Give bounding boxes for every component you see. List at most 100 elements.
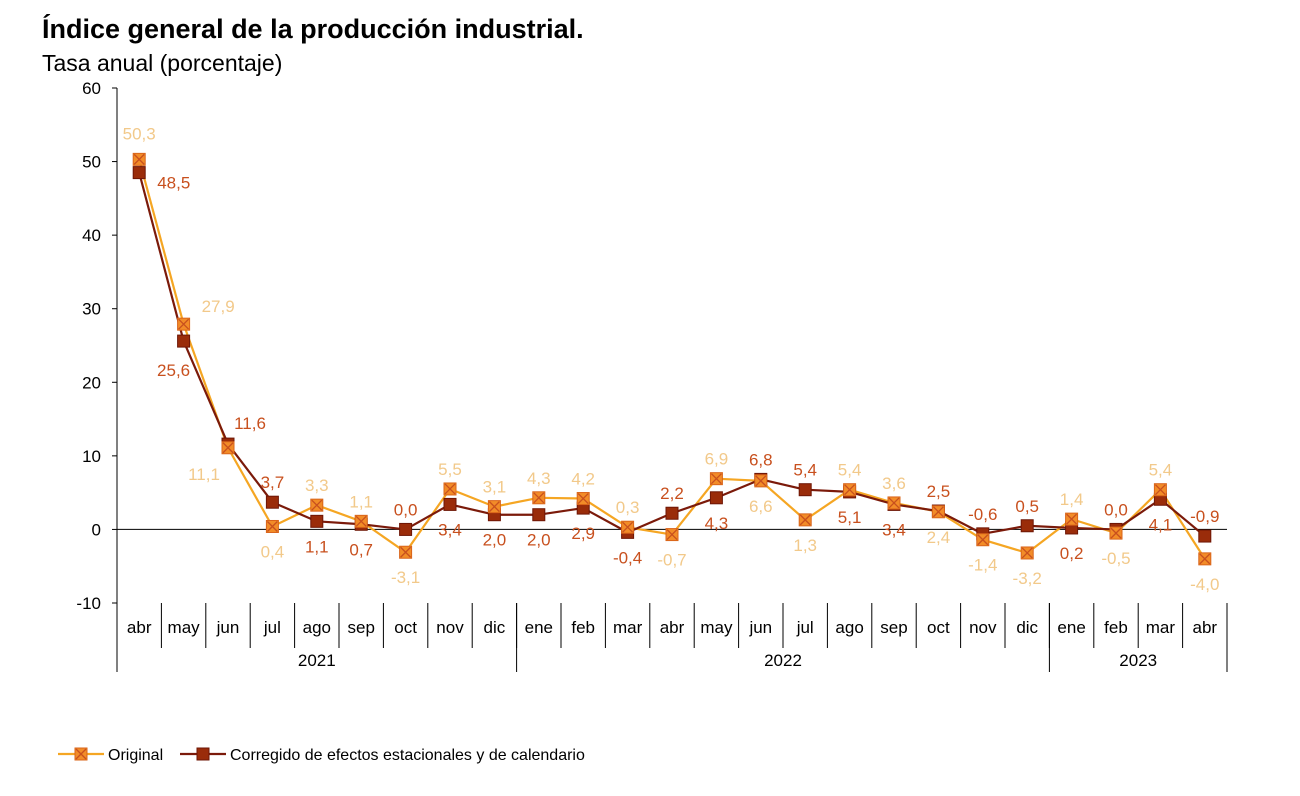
adjusted-marker [1020, 519, 1034, 533]
x-tick-label: nov [969, 618, 997, 637]
original-data-label: -1,4 [968, 556, 997, 575]
adjusted-data-label: 2,9 [571, 524, 595, 543]
original-data-label: 1,4 [1060, 490, 1084, 509]
y-tick-label: 60 [82, 79, 101, 98]
original-marker-cross [1021, 547, 1033, 559]
x-tick-label: dic [1016, 618, 1038, 637]
legend-adjusted-marker [196, 747, 210, 761]
year-label: 2022 [764, 651, 802, 670]
adjusted-data-label: 2,2 [660, 484, 684, 503]
adjusted-data-label: 0,0 [1104, 500, 1128, 519]
x-tick-label: oct [394, 618, 417, 637]
adjusted-marker [177, 334, 191, 348]
original-marker-cross [755, 475, 767, 487]
x-tick-label: may [700, 618, 733, 637]
adjusted-marker [443, 497, 457, 511]
adjusted-data-label: -0,6 [968, 505, 997, 524]
x-tick-label: dic [484, 618, 506, 637]
x-tick-label: mar [613, 618, 643, 637]
y-tick-label: 10 [82, 447, 101, 466]
x-tick-label: abr [660, 618, 685, 637]
original-marker-cross [444, 483, 456, 495]
original-data-label: 5,4 [838, 461, 862, 480]
adjusted-data-label: 1,1 [305, 537, 329, 556]
original-data-label: 4,2 [571, 470, 595, 489]
adjusted-data-label: -0,4 [613, 548, 642, 567]
original-data-label: -0,5 [1101, 549, 1130, 568]
y-tick-label: 20 [82, 373, 101, 392]
legend-adjusted-label: Corregido de efectos estacionales y de c… [230, 747, 585, 764]
y-tick-label: -10 [76, 594, 101, 613]
original-data-label: 2,4 [927, 528, 951, 547]
y-tick-label: 50 [82, 153, 101, 172]
adjusted-data-label: 4,3 [705, 514, 729, 533]
adjusted-data-label: 0,0 [394, 500, 418, 519]
year-label: 2023 [1119, 651, 1157, 670]
adjusted-data-label: 3,4 [882, 520, 906, 539]
original-marker-cross [178, 318, 190, 330]
x-tick-label: oct [927, 618, 950, 637]
original-marker-cross [666, 529, 678, 541]
adjusted-data-label: 4,1 [1149, 515, 1173, 534]
original-marker-cross [844, 484, 856, 496]
x-tick-label: may [168, 618, 201, 637]
original-data-label: -3,1 [391, 568, 420, 587]
original-data-label: 0,4 [261, 542, 285, 561]
original-marker-cross [932, 506, 944, 518]
original-data-label: 5,4 [1149, 461, 1173, 480]
adjusted-marker [798, 483, 812, 497]
data-labels-group: 50,3 27,9 11,1 0,4 3,3 1,1 -3,1 5,5 3,1 4,3 4,2 0,3… [123, 124, 1220, 593]
original-marker-cross [1154, 484, 1166, 496]
x-tick-label: feb [1104, 618, 1128, 637]
original-data-label: 3,1 [483, 478, 507, 497]
x-tick-label: nov [436, 618, 464, 637]
x-tick-label: jul [263, 618, 281, 637]
original-marker-cross [710, 473, 722, 485]
original-marker-cross [1110, 527, 1122, 539]
adjusted-marker [665, 506, 679, 520]
original-marker-cross [311, 499, 323, 511]
adjusted-data-label: 5,4 [793, 461, 817, 480]
year-label: 2021 [298, 651, 336, 670]
adjusted-marker [709, 491, 723, 505]
series-line-1 [138, 172, 1206, 537]
original-data-label: 4,3 [527, 469, 551, 488]
x-tick-label: jun [216, 618, 240, 637]
original-data-label: -0,7 [657, 551, 686, 570]
adjusted-data-label: 2,5 [927, 482, 951, 501]
x-tick-label: jul [796, 618, 814, 637]
adjusted-data-label: 3,4 [438, 520, 462, 539]
adjusted-data-label: 6,8 [749, 450, 773, 469]
x-tick-label: sep [880, 618, 907, 637]
original-marker-cross [799, 514, 811, 526]
legend-original-label: Original [108, 747, 163, 764]
adjusted-data-label: 5,1 [838, 508, 862, 527]
adjusted-marker [132, 166, 146, 180]
original-marker-cross [133, 153, 145, 165]
original-marker-cross [977, 534, 989, 546]
original-data-label: 6,9 [705, 450, 729, 469]
legend-original-marker-cross [75, 748, 87, 760]
x-tick-label: sep [347, 618, 374, 637]
original-data-label: 1,1 [349, 492, 373, 511]
legend: Original Corregido de efectos estacionale… [58, 747, 585, 764]
x-tick-label: feb [571, 618, 595, 637]
x-tick-label: mar [1146, 618, 1176, 637]
original-data-label: 11,1 [188, 465, 220, 484]
adjusted-marker [532, 508, 546, 522]
adjusted-data-label: 0,7 [349, 540, 373, 559]
adjusted-data-label: 3,7 [261, 473, 285, 492]
chart-subtitle: Tasa anual (porcentaje) [42, 50, 283, 76]
adjusted-data-label: 0,5 [1015, 497, 1039, 516]
original-marker-cross [488, 501, 500, 513]
original-marker-cross [577, 493, 589, 504]
x-tick-label: ago [303, 618, 331, 637]
y-tick-label: 30 [82, 300, 101, 319]
original-data-label: 3,3 [305, 476, 329, 495]
adjusted-data-label: 2,0 [527, 531, 551, 550]
series-markers-group [132, 152, 1212, 566]
adjusted-data-label: 11,6 [234, 414, 266, 433]
adjusted-data-label: 25,6 [157, 361, 190, 380]
original-data-label: 3,6 [882, 474, 906, 493]
